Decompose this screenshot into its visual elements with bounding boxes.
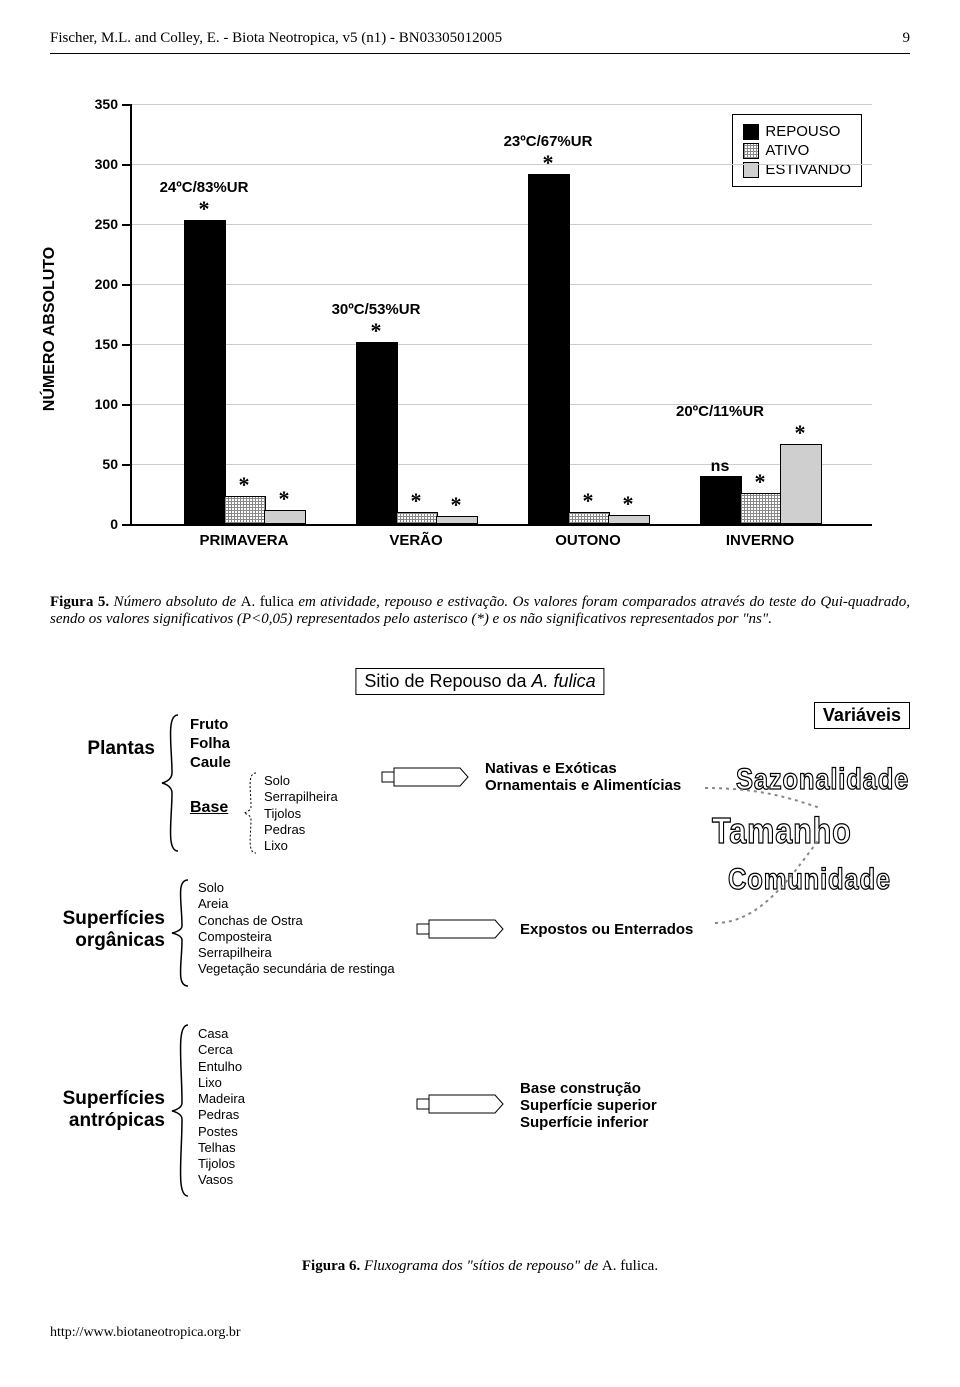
- bar-outono-repouso: [528, 174, 570, 524]
- page-number: 9: [903, 30, 911, 47]
- row-plantas-label: Plantas: [45, 738, 155, 760]
- sig-mark: *: [371, 320, 382, 342]
- fig5-label: Figura 5.: [50, 594, 109, 610]
- group-annot-inverno: 20ºC/11%UR: [676, 403, 764, 420]
- arrow-antropicas: [415, 1093, 505, 1115]
- sig-mark: *: [583, 490, 594, 512]
- arrow-plantas: [380, 766, 470, 788]
- organicas-items: Solo Areia Conchas de Ostra Composteira …: [198, 880, 395, 978]
- variaveis-label: Variáveis: [814, 702, 910, 729]
- bar-inverno-repouso: [700, 476, 742, 524]
- organicas-right: Expostos ou Enterrados: [520, 921, 693, 938]
- ytick-label: 200: [95, 276, 118, 292]
- legend: REPOUSO ATIVO ESTIVANDO: [732, 114, 862, 187]
- bar-primavera-ativo: [224, 496, 266, 524]
- base-label: Base: [190, 798, 228, 818]
- sig-mark: ns: [711, 458, 730, 476]
- bar-verão-estivando: [436, 516, 478, 524]
- fig6-label: Figura 6.: [302, 1258, 360, 1274]
- y-axis-label: NÚMERO ABSOLUTO: [41, 247, 59, 411]
- sig-mark: *: [795, 422, 806, 444]
- sig-mark: *: [239, 474, 250, 496]
- x-label-verão: VERÃO: [389, 532, 442, 549]
- dotted-connectors: [700, 728, 830, 928]
- sig-mark: *: [279, 488, 290, 510]
- brace-base: [242, 771, 258, 855]
- ytick-label: 250: [95, 216, 118, 232]
- group-annot-verão: 30ºC/53%UR: [332, 301, 421, 318]
- legend-repouso: REPOUSO: [765, 123, 840, 140]
- ytick-label: 50: [102, 456, 118, 472]
- antropicas-items: Casa Cerca Entulho Lixo Madeira Pedras P…: [198, 1026, 245, 1189]
- x-label-outono: OUTONO: [555, 532, 621, 549]
- ytick-label: 150: [95, 336, 118, 352]
- bar-inverno-estivando: [780, 444, 822, 524]
- diagram-title: Sitio de Repouso da A. fulica: [355, 668, 604, 695]
- brace-antropicas: [170, 1023, 192, 1198]
- bar-primavera-repouso: [184, 220, 226, 524]
- plot-area: REPOUSO ATIVO ESTIVANDO 0501001502002503…: [130, 104, 872, 526]
- arrow-organicas: [415, 918, 505, 940]
- figure-6-diagram: Sitio de Repouso da A. fulica Variáveis …: [50, 668, 910, 1228]
- sig-mark: *: [543, 152, 554, 174]
- sig-mark: *: [623, 493, 634, 515]
- legend-ativo: ATIVO: [765, 142, 809, 159]
- bar-primavera-estivando: [264, 510, 306, 524]
- bar-verão-repouso: [356, 342, 398, 524]
- x-label-primavera: PRIMAVERA: [200, 532, 289, 549]
- sig-mark: *: [755, 471, 766, 493]
- sig-mark: *: [199, 198, 210, 220]
- group-annot-outono: 23ºC/67%UR: [504, 133, 593, 150]
- ytick-label: 100: [95, 396, 118, 412]
- figure-5-chart: NÚMERO ABSOLUTO REPOUSO ATIVO ESTIVANDO …: [70, 94, 890, 564]
- plantas-right: Nativas e Exóticas Ornamentais e Aliment…: [485, 760, 681, 794]
- ytick-label: 300: [95, 156, 118, 172]
- bar-inverno-ativo: [740, 493, 782, 524]
- sig-mark: *: [451, 494, 462, 516]
- ytick-label: 0: [110, 516, 118, 532]
- bar-outono-estivando: [608, 515, 650, 524]
- sig-mark: *: [411, 490, 422, 512]
- bar-verão-ativo: [396, 512, 438, 524]
- header-left: Fischer, M.L. and Colley, E. - Biota Neo…: [50, 30, 502, 47]
- figure-5-caption: Figura 5. Número absoluto de A. fulica e…: [50, 594, 910, 628]
- row-antropicas-label: Superfícies antrópicas: [45, 1088, 165, 1132]
- group-annot-primavera: 24ºC/83%UR: [160, 179, 249, 196]
- row-organicas-label: Superfícies orgânicas: [45, 908, 165, 952]
- figure-6-caption: Figura 6. Fluxograma dos "sítios de repo…: [50, 1258, 910, 1275]
- footer-url: http://www.biotaneotropica.org.br: [50, 1325, 910, 1341]
- brace-organicas: [170, 878, 192, 988]
- x-label-inverno: INVERNO: [726, 532, 794, 549]
- header-rule: [50, 53, 910, 54]
- ytick-label: 350: [95, 96, 118, 112]
- antropicas-right: Base construção Superfície superior Supe…: [520, 1080, 657, 1131]
- base-items: Solo Serrapilheira Tijolos Pedras Lixo: [264, 773, 338, 854]
- plantas-bold-list: Fruto Folha Caule: [190, 716, 231, 772]
- bar-outono-ativo: [568, 512, 610, 524]
- brace-plantas: [160, 713, 182, 853]
